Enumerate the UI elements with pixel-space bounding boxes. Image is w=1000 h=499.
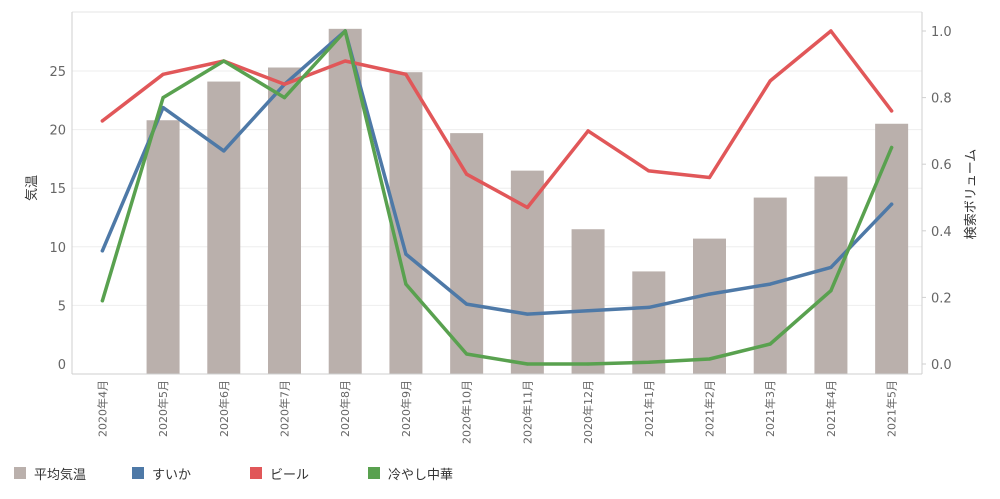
y-left-tick-label: 0 <box>58 358 66 373</box>
legend-item-avg-temp: 平均気温 <box>14 464 132 483</box>
point-beer <box>890 109 894 113</box>
point-watermelon <box>829 265 833 270</box>
point-hiyashi-chuka <box>100 299 104 303</box>
x-tick-label: 2020年6月 <box>217 380 231 437</box>
legend-item-beer: ビール <box>250 464 368 483</box>
legend-label-avg-temp: 平均気温 <box>34 467 87 483</box>
point-watermelon <box>465 302 469 306</box>
legend-label-hiyashi-chuka: 冷やし中華 <box>388 467 454 483</box>
point-beer <box>525 205 529 210</box>
point-hiyashi-chuka <box>525 362 529 366</box>
x-tick-label: 2021年3月 <box>763 380 777 437</box>
point-beer <box>100 119 104 123</box>
legend: 平均気温 すいか ビール 冷やし中華 <box>14 463 486 483</box>
point-hiyashi-chuka <box>404 282 408 286</box>
x-tick-label: 2021年4月 <box>824 380 838 437</box>
x-tick-label: 2021年2月 <box>703 380 717 437</box>
x-tick-label: 2020年8月 <box>338 380 352 437</box>
legend-swatch-beer <box>250 467 262 479</box>
point-hiyashi-chuka <box>890 145 894 150</box>
y-left-tick-label: 25 <box>49 65 66 80</box>
legend-item-hiyashi-chuka: 冷やし中華 <box>368 464 486 483</box>
point-hiyashi-chuka <box>768 342 772 346</box>
y-left-tick-label: 5 <box>58 299 66 314</box>
bar-avg-temp <box>632 271 666 374</box>
bar-avg-temp <box>571 229 605 374</box>
y-right-tick-label: 0.4 <box>931 225 952 240</box>
bar-avg-temp <box>450 133 484 374</box>
x-tick-label: 2020年9月 <box>399 380 413 437</box>
x-tick-label: 2020年10月 <box>460 380 474 444</box>
y-left-tick-label: 20 <box>49 124 66 139</box>
y-left-tick-label: 15 <box>49 182 66 197</box>
point-beer <box>465 172 469 176</box>
bar-avg-temp <box>328 28 362 375</box>
point-hiyashi-chuka <box>707 357 712 361</box>
point-beer <box>647 169 651 173</box>
bar-avg-temp <box>814 176 848 374</box>
point-watermelon <box>768 282 772 286</box>
legend-swatch-hiyashi-chuka <box>368 467 380 479</box>
y-right-tick-label: 0.0 <box>931 358 952 373</box>
line-series-group <box>100 29 894 366</box>
bar-avg-temp <box>389 72 423 374</box>
point-hiyashi-chuka <box>343 29 347 33</box>
gridlines <box>72 11 922 306</box>
point-beer <box>404 72 408 76</box>
point-hiyashi-chuka <box>282 96 287 100</box>
y-right-tick-label: 0.8 <box>931 92 952 107</box>
legend-label-beer: ビール <box>270 467 310 483</box>
x-tick-label: 2020年7月 <box>278 380 292 437</box>
line-watermelon <box>100 29 894 316</box>
point-watermelon <box>404 252 408 256</box>
y-axis-right-title: 検索ボリューム <box>964 149 979 240</box>
y-axis-left-title: 気温 <box>24 175 40 201</box>
legend-swatch-watermelon <box>132 467 144 479</box>
legend-swatch-avg-temp <box>14 467 26 479</box>
point-beer <box>282 82 287 86</box>
y-left-tick-label: 10 <box>49 241 66 256</box>
x-tick-label: 2020年11月 <box>520 380 534 444</box>
point-beer <box>768 79 772 83</box>
y-right-tick-label: 1.0 <box>931 25 952 40</box>
point-hiyashi-chuka <box>465 352 469 356</box>
point-hiyashi-chuka <box>647 360 651 364</box>
point-beer <box>161 72 165 76</box>
y-right-tick-label: 0.2 <box>931 291 952 306</box>
point-hiyashi-chuka <box>829 289 833 293</box>
legend-label-watermelon: すいか <box>152 467 192 483</box>
x-tick-label: 2020年4月 <box>95 380 109 437</box>
point-beer <box>707 175 712 180</box>
point-beer <box>343 59 347 63</box>
bar-avg-temp <box>268 67 301 374</box>
line-hiyashi-chuka <box>100 29 894 366</box>
point-watermelon <box>525 312 529 316</box>
point-watermelon <box>161 105 165 110</box>
point-watermelon <box>586 309 590 313</box>
bar-avg-temp <box>146 120 180 375</box>
bar-avg-temp <box>875 123 909 374</box>
point-watermelon <box>890 202 894 206</box>
bar-avg-temp <box>510 170 544 374</box>
point-hiyashi-chuka <box>161 96 165 100</box>
x-tick-label: 2020年5月 <box>156 380 170 437</box>
x-tick-label: 2021年1月 <box>642 380 656 437</box>
point-beer <box>829 29 833 33</box>
point-watermelon <box>222 149 226 153</box>
bar-avg-temp <box>693 238 726 374</box>
chart: 0 5 10 15 20 25 0.0 0.2 0.4 0.6 0.8 1.0 2020年4月 2020年… <box>24 11 979 444</box>
line-beer <box>100 29 894 210</box>
y-right-tick-label: 0.6 <box>931 158 952 173</box>
point-hiyashi-chuka <box>586 362 590 366</box>
point-beer <box>586 129 590 133</box>
x-tick-label: 2021年5月 <box>885 380 899 437</box>
legend-item-watermelon: すいか <box>132 464 250 483</box>
axes: 0 5 10 15 20 25 0.0 0.2 0.4 0.6 0.8 1.0 2020年4月 2020年… <box>49 12 952 444</box>
point-watermelon <box>100 249 104 253</box>
x-tick-label: 2020年12月 <box>581 380 595 444</box>
point-watermelon <box>707 292 712 296</box>
point-watermelon <box>647 305 651 309</box>
point-hiyashi-chuka <box>222 59 226 63</box>
bar-avg-temp <box>207 81 241 374</box>
